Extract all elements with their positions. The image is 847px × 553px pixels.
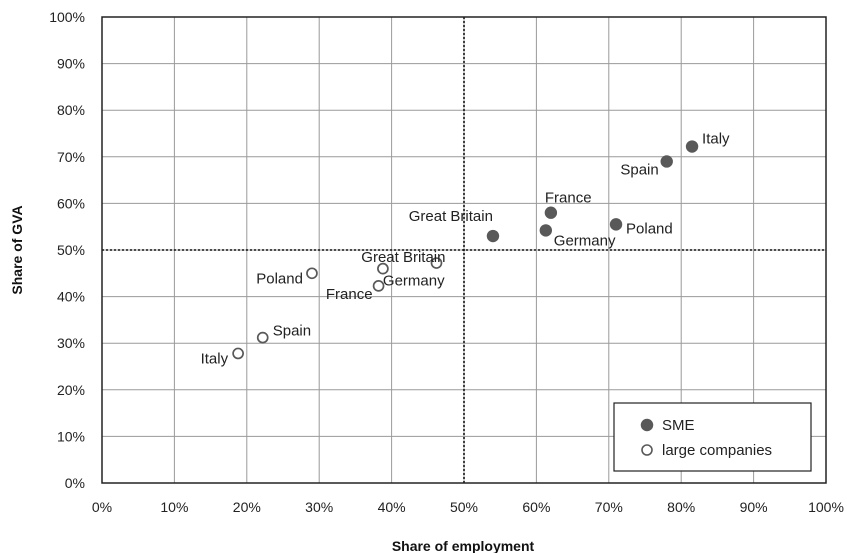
y-tick-label: 10% (57, 428, 85, 444)
x-tick-label: 90% (740, 499, 768, 515)
point-large-companies-poland (306, 267, 318, 280)
point-label-large-companies-germany: Germany (383, 273, 445, 290)
point-sme-spain (660, 155, 673, 168)
point-large-companies-italy (232, 347, 244, 360)
point-large-companies-great-britain (430, 257, 443, 269)
point-sme-germany (539, 224, 553, 237)
point-label-sme-france: France (545, 190, 592, 207)
y-tick-label: 100% (49, 9, 85, 25)
point-label-sme-poland: Poland (626, 220, 673, 237)
y-tick-label: 0% (65, 475, 85, 491)
y-tick-label: 20% (57, 382, 85, 398)
point-label-sme-germany: Germany (554, 232, 616, 249)
y-tick-label: 30% (57, 335, 85, 351)
x-tick-label: 50% (450, 499, 478, 515)
plot-border (101, 16, 827, 484)
x-axis-title: Share of employment (392, 538, 535, 553)
point-labels: Italy Spain France Poland Great Britain Germa… (201, 131, 730, 368)
x-tick-label: 30% (305, 499, 333, 515)
data-points (232, 140, 699, 360)
legend: SME large companies (613, 402, 812, 472)
y-tick-label: 50% (57, 242, 85, 258)
x-tick-label: 0% (92, 499, 112, 515)
point-sme-france (544, 206, 558, 219)
x-tick-label: 80% (667, 499, 695, 515)
legend-marker-sme (640, 418, 654, 432)
point-label-large-companies-france: France (326, 286, 373, 303)
point-label-large-companies-spain: Spain (273, 323, 311, 340)
x-tick-label: 70% (595, 499, 623, 515)
point-sme-poland (609, 218, 623, 231)
y-axis-ticks: 0% 10% 20% 30% 40% 50% 60% 70% 80% 90% 100% (49, 9, 85, 491)
point-label-large-companies-great-britain: Great Britain (361, 249, 445, 266)
x-axis-ticks: 0% 10% 20% 30% 40% 50% 60% 70% 80% 90% 100% (92, 499, 844, 515)
x-tick-label: 40% (378, 499, 406, 515)
x-tick-label: 10% (160, 499, 188, 515)
point-large-companies-spain (256, 331, 269, 344)
legend-label-sme: SME (662, 417, 695, 434)
point-label-large-companies-poland: Poland (256, 270, 303, 287)
y-tick-label: 40% (57, 289, 85, 305)
x-tick-label: 100% (808, 499, 844, 515)
x-tick-label: 60% (522, 499, 550, 515)
y-tick-label: 90% (57, 56, 85, 72)
point-label-sme-spain: Spain (620, 161, 658, 178)
point-label-large-companies-italy: Italy (201, 350, 229, 367)
reference-lines (102, 17, 826, 483)
x-tick-label: 20% (233, 499, 261, 515)
point-large-companies-france (372, 280, 385, 292)
point-large-companies-germany (377, 262, 389, 275)
legend-label-large-companies: large companies (662, 442, 772, 459)
point-label-sme-italy: Italy (702, 131, 730, 148)
y-axis-title: Share of GVA (9, 205, 25, 294)
y-tick-label: 70% (57, 149, 85, 165)
point-sme-italy (685, 140, 699, 153)
y-tick-label: 80% (57, 102, 85, 118)
legend-box (613, 402, 812, 472)
legend-marker-large-companies (641, 444, 653, 456)
y-tick-label: 60% (57, 195, 85, 211)
point-sme-great-britain (486, 229, 500, 243)
point-label-sme-great-britain: Great Britain (409, 208, 493, 225)
